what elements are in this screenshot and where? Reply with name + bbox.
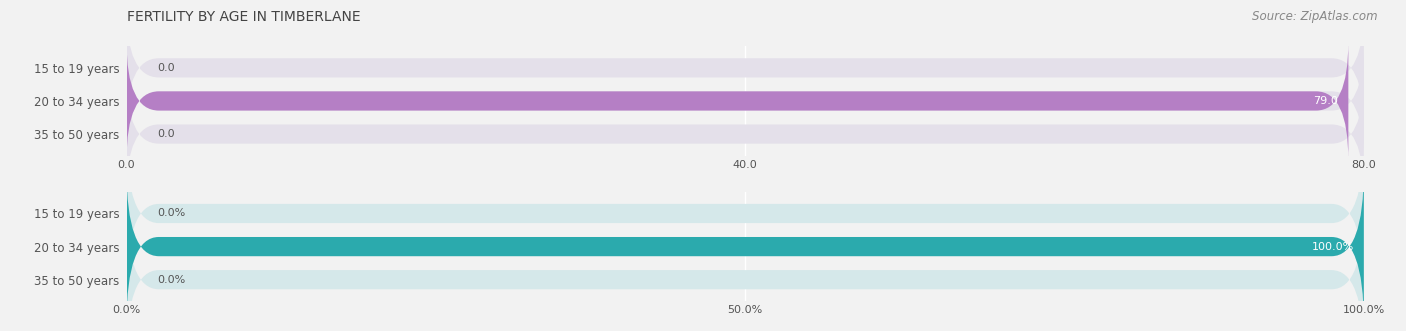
FancyBboxPatch shape: [127, 8, 1364, 127]
FancyBboxPatch shape: [127, 170, 1364, 323]
FancyBboxPatch shape: [127, 41, 1348, 161]
Text: 0.0: 0.0: [157, 63, 176, 73]
FancyBboxPatch shape: [127, 203, 1364, 331]
Text: 0.0%: 0.0%: [157, 209, 186, 218]
Text: 0.0%: 0.0%: [157, 275, 186, 285]
Text: 79.0: 79.0: [1313, 96, 1339, 106]
Text: 0.0: 0.0: [157, 129, 176, 139]
FancyBboxPatch shape: [127, 41, 1364, 161]
FancyBboxPatch shape: [127, 74, 1364, 194]
FancyBboxPatch shape: [127, 170, 1364, 323]
Text: 100.0%: 100.0%: [1312, 242, 1354, 252]
Text: FERTILITY BY AGE IN TIMBERLANE: FERTILITY BY AGE IN TIMBERLANE: [127, 10, 360, 24]
Text: Source: ZipAtlas.com: Source: ZipAtlas.com: [1253, 10, 1378, 23]
FancyBboxPatch shape: [127, 137, 1364, 290]
